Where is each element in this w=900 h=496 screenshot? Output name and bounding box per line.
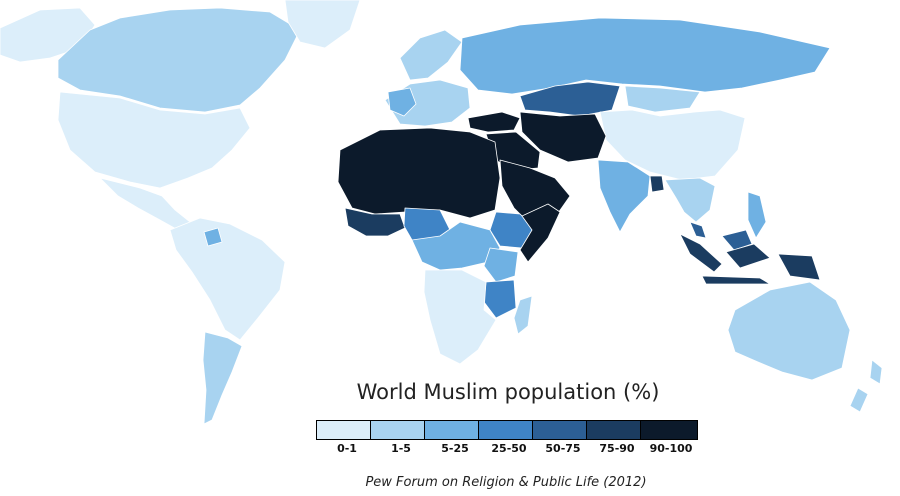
legend-swatch-90-100 [641,421,697,439]
legend-color-bar [316,420,698,440]
region-france [387,87,417,117]
region-usa [57,91,251,189]
region-argentina [202,331,243,425]
legend-swatch-25-50 [479,421,533,439]
legend-labels: 0-1 1-5 5-25 25-50 50-75 75-90 90-100 [316,442,700,458]
legend-swatch-1-5 [371,421,425,439]
legend-swatch-50-75 [533,421,587,439]
region-china [599,109,746,181]
source-caption: Pew Forum on Religion & Public Life (201… [365,475,647,490]
region-turkey [467,111,521,133]
region-suriname [203,227,223,247]
region-kenya [483,247,519,283]
region-malaysia [689,221,753,251]
legend-label-25-50: 25-50 [491,442,527,455]
region-canada [57,7,301,113]
region-southern-africa [423,269,497,365]
legend-title: World Muslim population (%) [316,380,700,404]
region-sahel [344,207,406,237]
region-tanzania [483,279,517,319]
legend-swatch-5-25 [425,421,479,439]
region-north-africa [337,127,501,219]
region-indonesia [679,233,821,285]
legend-swatch-75-90 [587,421,641,439]
legend-label-1-5: 1-5 [391,442,411,455]
legend-label-5-25: 5-25 [441,442,469,455]
legend-label-50-75: 50-75 [545,442,581,455]
region-scandinavia [399,29,463,81]
region-southeast-asia [664,177,716,223]
region-russia [459,17,831,95]
region-greenland [284,0,361,49]
region-india [597,159,651,233]
region-mongolia [624,85,701,113]
legend-label-90-100: 90-100 [649,442,693,455]
region-madagascar [513,295,533,335]
region-central-america [99,177,191,231]
region-somalia [519,203,561,263]
legend-swatch-0-1 [317,421,371,439]
region-central-asia [519,111,607,163]
region-new-zealand [849,359,883,413]
region-australia [727,281,851,381]
region-kazakhstan [519,81,621,117]
region-philippines [747,191,767,239]
legend-label-75-90: 75-90 [599,442,635,455]
region-south-america [169,217,286,341]
legend-label-0-1: 0-1 [337,442,357,455]
region-bangladesh [649,175,665,193]
